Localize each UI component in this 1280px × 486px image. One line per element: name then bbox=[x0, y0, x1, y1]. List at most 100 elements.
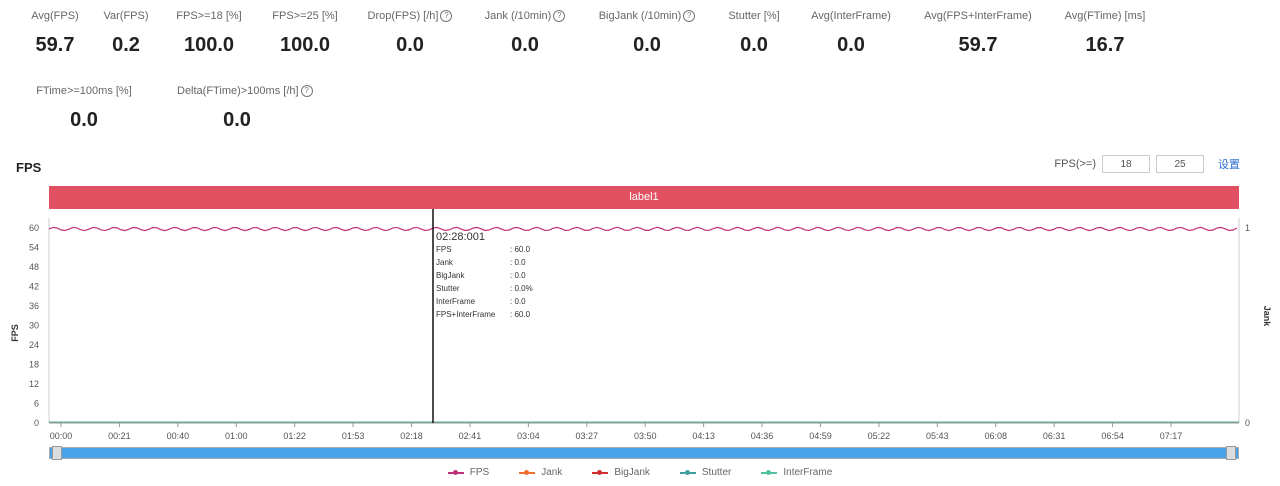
metric-bigjank: BigJank (/10min)? 0.0 bbox=[587, 10, 707, 57]
x-tick-label: 04:59 bbox=[809, 431, 832, 441]
legend-label: InterFrame bbox=[783, 467, 833, 478]
legend-label: FPS bbox=[469, 467, 490, 478]
legend-item-jank[interactable]: Jank bbox=[519, 467, 562, 478]
metric-value: 16.7 bbox=[1085, 34, 1125, 56]
tooltip-row-value: : 0.0% bbox=[510, 284, 533, 293]
metric-label: FPS>=18 [%] bbox=[176, 10, 242, 22]
tooltip-row-name: FPS bbox=[436, 245, 452, 254]
x-tick-label: 01:00 bbox=[225, 431, 248, 441]
tooltip-row-value: : 60.0 bbox=[510, 310, 531, 319]
metric-value: 100.0 bbox=[183, 34, 235, 56]
y-tick-label: 18 bbox=[29, 360, 39, 370]
x-tick-label: 03:27 bbox=[576, 431, 599, 441]
metric-fps-25: FPS>=25 [%] 100.0 bbox=[245, 10, 365, 57]
tooltip-row-name: Stutter bbox=[436, 284, 460, 293]
chart-title: FPS bbox=[16, 160, 42, 175]
tooltip-row-name: Jank bbox=[436, 258, 454, 267]
info-icon[interactable]: ? bbox=[553, 10, 566, 22]
y2-tick-label: 0 bbox=[1245, 418, 1250, 428]
x-tick-label: 00:21 bbox=[108, 431, 131, 441]
apply-button[interactable]: 设置 bbox=[1218, 159, 1240, 171]
metric-value: 0.0 bbox=[223, 109, 251, 131]
metric-label: Avg(FPS) bbox=[31, 10, 79, 22]
fps-threshold-input-2[interactable] bbox=[1156, 155, 1204, 173]
metric-label: FPS>=25 [%] bbox=[272, 10, 338, 22]
y-tick-label: 36 bbox=[29, 301, 39, 311]
range-slider[interactable] bbox=[49, 446, 1239, 460]
metric-label: BigJank (/10min)? bbox=[587, 10, 707, 22]
y-axis-label: FPS bbox=[10, 324, 20, 342]
y-tick-label: 6 bbox=[34, 399, 39, 409]
metric-avg-fps-interframe: Avg(FPS+InterFrame) 59.7 bbox=[918, 10, 1038, 57]
metric-value: 0.0 bbox=[396, 34, 424, 56]
metric-label: Avg(FTime) [ms] bbox=[1064, 10, 1146, 22]
tooltip-row-value: : 0.0 bbox=[510, 258, 526, 267]
x-tick-label: 00:00 bbox=[50, 431, 73, 441]
legend-item-bigjank[interactable]: BigJank bbox=[592, 467, 650, 478]
x-tick-label: 05:43 bbox=[926, 431, 949, 441]
x-tick-label: 02:41 bbox=[459, 431, 482, 441]
legend-label: BigJank bbox=[614, 467, 650, 478]
tooltip-row-value: : 60.0 bbox=[510, 245, 531, 254]
legend-item-fps[interactable]: FPS bbox=[447, 467, 490, 478]
metric-value: 0.0 bbox=[837, 34, 865, 56]
y-tick-label: 12 bbox=[29, 379, 39, 389]
info-icon[interactable]: ? bbox=[683, 10, 696, 22]
tooltip: 02:28:001 FPS: 60.0 Jank: 0.0 BigJank: 0.0 S… bbox=[436, 231, 533, 319]
y-tick-label: 60 bbox=[29, 223, 39, 233]
legend-swatch bbox=[592, 469, 609, 475]
metric-avg-fps: Avg(FPS) 59.7 bbox=[0, 10, 115, 57]
metric-var-fps: Var(FPS) 0.2 bbox=[66, 10, 186, 57]
y-tick-label: 54 bbox=[29, 243, 39, 253]
metric-label: Jank (/10min)? bbox=[465, 10, 585, 22]
label-bar[interactable]: label1 bbox=[49, 186, 1239, 209]
metric-value: 59.7 bbox=[35, 34, 75, 56]
slider-handle-right[interactable] bbox=[1226, 446, 1236, 460]
metric-fps-18: FPS>=18 [%] 100.0 bbox=[149, 10, 269, 57]
x-tick-label: 04:36 bbox=[751, 431, 774, 441]
legend-swatch bbox=[447, 469, 464, 475]
slider-handle-left[interactable] bbox=[52, 446, 62, 460]
x-tick-label: 03:50 bbox=[634, 431, 657, 441]
x-tick-label: 02:18 bbox=[400, 431, 423, 441]
metric-value: 100.0 bbox=[279, 34, 331, 56]
metric-jank: Jank (/10min)? 0.0 bbox=[465, 10, 585, 57]
metric-value: 0.0 bbox=[511, 34, 539, 56]
x-tick-label: 01:22 bbox=[283, 431, 306, 441]
fps-threshold-controls: FPS(>=) 设置 bbox=[1054, 155, 1240, 173]
legend-swatch bbox=[519, 469, 536, 475]
metric-value: 59.7 bbox=[958, 34, 998, 56]
metric-label: Avg(FPS+InterFrame) bbox=[924, 10, 1032, 22]
x-tick-label: 04:13 bbox=[692, 431, 715, 441]
y2-axis-label: Jank bbox=[1262, 306, 1272, 328]
legend-item-stutter[interactable]: Stutter bbox=[679, 467, 731, 478]
fps-threshold-input-1[interactable] bbox=[1102, 155, 1150, 173]
y-tick-label: 42 bbox=[29, 282, 39, 292]
info-icon[interactable]: ? bbox=[440, 10, 453, 22]
metric-label: Delta(FTime)>100ms [/h]? bbox=[177, 85, 313, 97]
metric-avg-ftime: Avg(FTime) [ms] 16.7 bbox=[1045, 10, 1165, 57]
metric-label: Avg(InterFrame) bbox=[811, 10, 891, 22]
x-tick-label: 00:40 bbox=[167, 431, 190, 441]
metric-label: FTime>=100ms [%] bbox=[36, 85, 132, 97]
tooltip-row-value: : 0.0 bbox=[510, 297, 526, 306]
x-tick-label: 06:08 bbox=[984, 431, 1007, 441]
metric-value: 0.2 bbox=[112, 34, 140, 56]
tooltip-row-name: FPS+InterFrame bbox=[436, 310, 496, 319]
legend-label: Jank bbox=[541, 467, 563, 478]
metric-drop-fps: Drop(FPS) [/h]? 0.0 bbox=[350, 10, 470, 57]
metric-stutter: Stutter [%] 0.0 bbox=[694, 10, 814, 57]
x-tick-label: 03:04 bbox=[517, 431, 540, 441]
metric-label: Var(FPS) bbox=[103, 10, 149, 22]
x-tick-label: 01:53 bbox=[342, 431, 365, 441]
y-tick-label: 30 bbox=[29, 321, 39, 331]
y-tick-label: 0 bbox=[34, 418, 39, 428]
info-icon[interactable]: ? bbox=[300, 85, 313, 97]
metric-label: Stutter [%] bbox=[728, 10, 780, 22]
legend-swatch bbox=[679, 469, 696, 475]
legend-item-interframe[interactable]: InterFrame bbox=[761, 467, 832, 478]
metric-label: Drop(FPS) [/h]? bbox=[350, 10, 470, 22]
metric-value: 0.0 bbox=[633, 34, 661, 56]
tooltip-row-name: InterFrame bbox=[436, 297, 476, 306]
